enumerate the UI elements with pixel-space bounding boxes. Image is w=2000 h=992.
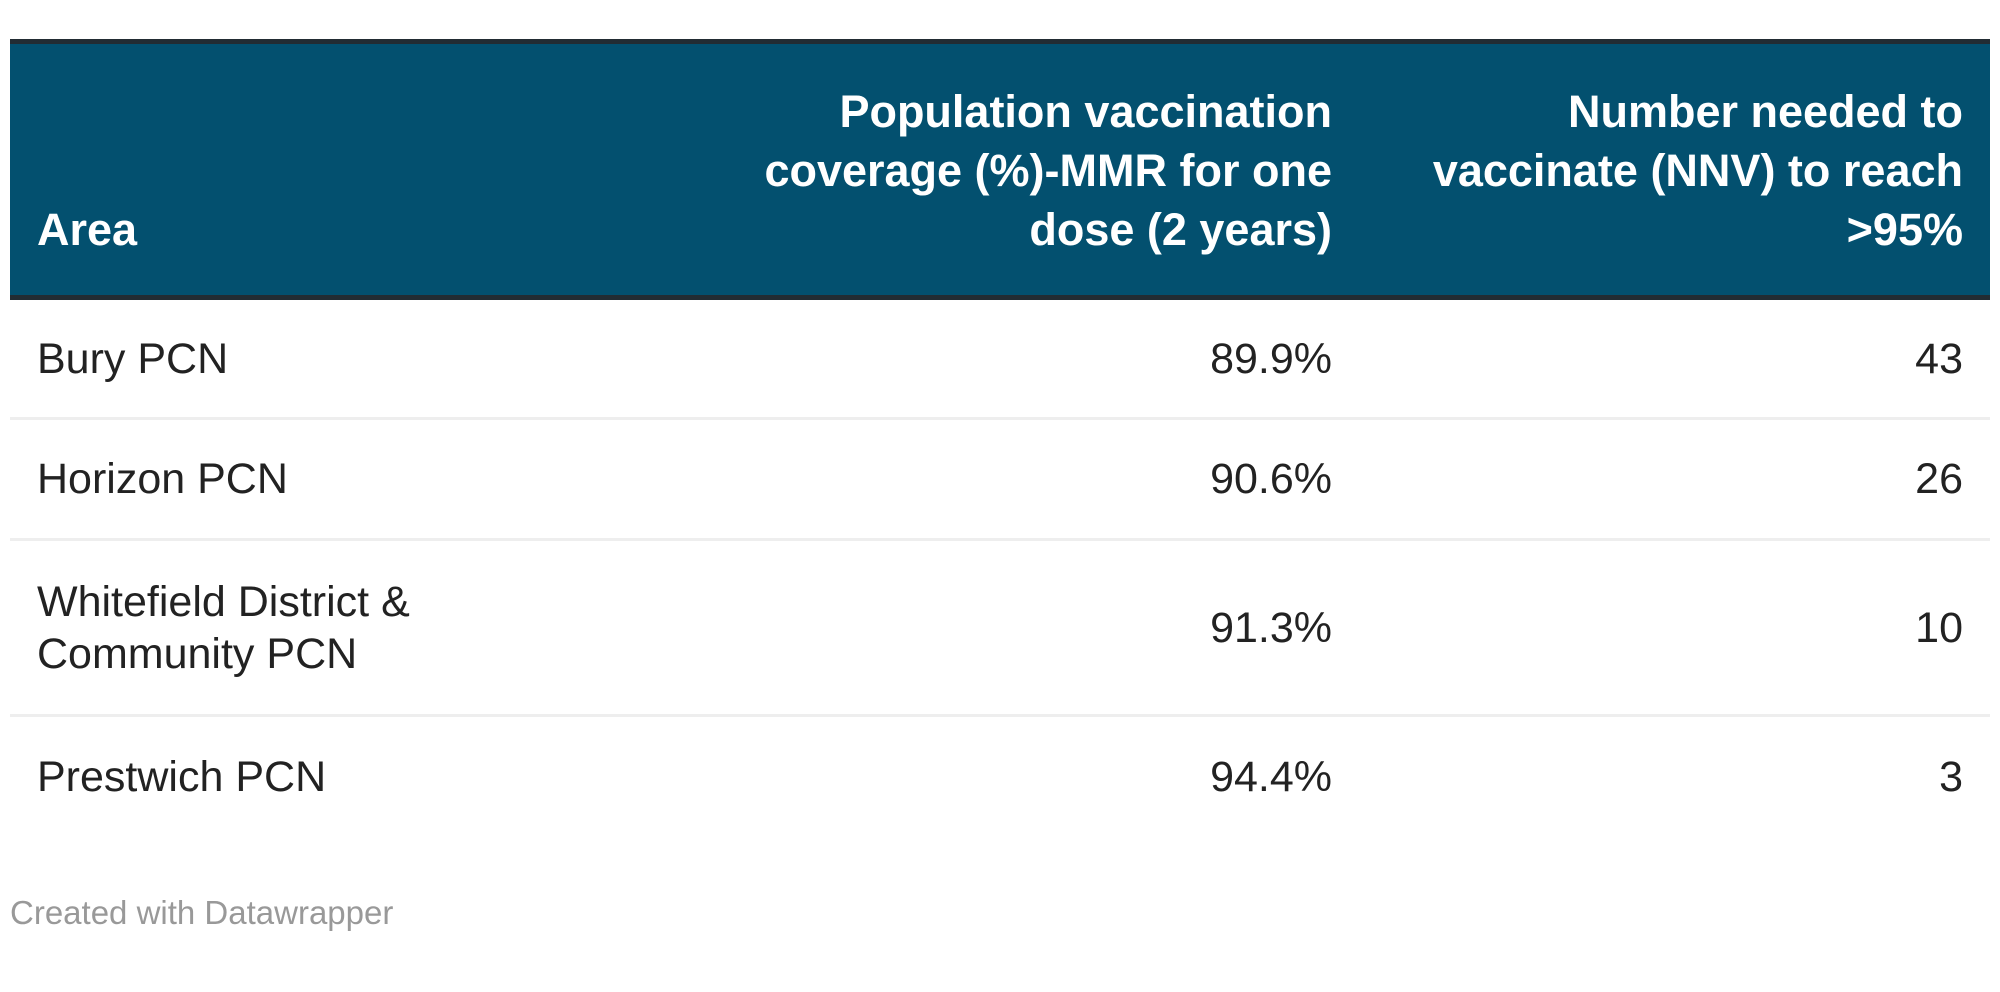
nnv-cell: 3 <box>1939 752 1963 801</box>
coverage-cell: 90.6% <box>653 418 1359 541</box>
column-header-nnv: Number needed to vaccinate (NNV) to reac… <box>1359 39 1990 300</box>
area-cell: Whitefield District & Community PCN <box>10 539 653 717</box>
nnv-cell: 43 <box>1359 297 1990 420</box>
table-row: Prestwich PCN 94.4% 3 <box>10 716 1990 837</box>
datawrapper-credit[interactable]: Created with Datawrapper <box>10 894 394 931</box>
data-table: Area Population vaccination coverage (%)… <box>10 39 1990 837</box>
header-row: Area Population vaccination coverage (%)… <box>10 39 1990 300</box>
table-row: Bury PCN 89.9% 43 <box>10 297 1990 420</box>
area-cell: Prestwich PCN <box>37 752 327 801</box>
table-body: Bury PCN 89.9% 43 Horizon PCN 90.6% 26 W… <box>10 297 1990 837</box>
column-header-area: Area <box>10 39 653 300</box>
nnv-cell: 10 <box>1359 539 1990 717</box>
table-row: Whitefield District & Community PCN 91.3… <box>10 539 1990 717</box>
area-cell: Bury PCN <box>10 297 653 420</box>
column-header-coverage: Population vaccination coverage (%)-MMR … <box>653 39 1359 300</box>
coverage-cell: 89.9% <box>653 297 1359 420</box>
table-row: Horizon PCN 90.6% 26 <box>10 418 1990 541</box>
nnv-cell: 26 <box>1359 418 1990 541</box>
coverage-cell: 91.3% <box>653 539 1359 717</box>
table-header: Area Population vaccination coverage (%)… <box>10 39 1990 300</box>
coverage-cell: 94.4% <box>1210 752 1332 801</box>
area-cell: Horizon PCN <box>10 418 653 541</box>
